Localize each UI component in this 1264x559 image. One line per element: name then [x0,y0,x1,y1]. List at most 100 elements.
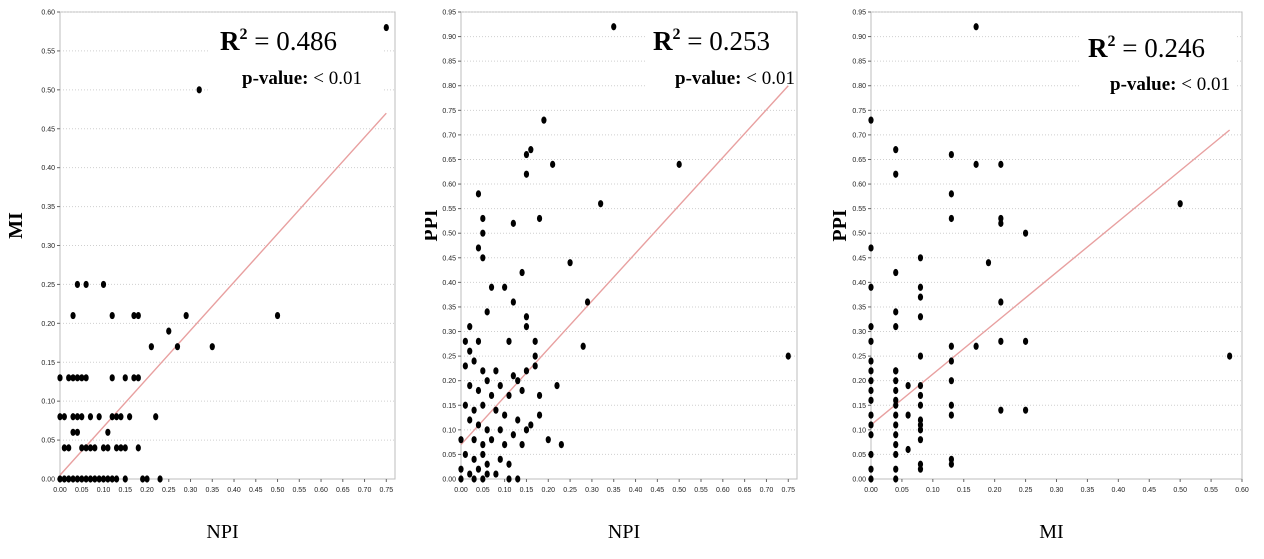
data-point [467,470,473,478]
data-point [166,327,172,335]
r-squared-value: = 0.486 [248,26,337,56]
data-point [484,426,490,434]
x-tick-label: 0.45 [249,487,263,494]
data-point [493,367,499,375]
data-point [471,436,477,444]
p-value-value: < 0.01 [309,68,362,89]
data-point [109,413,115,421]
data-point [70,374,76,382]
data-point [536,411,543,419]
data-point [127,413,133,421]
data-point [598,200,604,208]
x-tick-label: 0.60 [716,487,730,494]
data-point [868,377,874,385]
y-tick-label: 0.25 [852,354,866,361]
data-point [917,426,924,434]
trend-line [870,129,1231,426]
data-point [917,465,924,473]
data-point [523,367,530,375]
r-squared-superscript: 2 [1108,33,1116,50]
y-tick-label: 0.80 [442,83,456,90]
data-point [917,436,924,444]
y-tick-label: 0.35 [442,304,456,311]
data-point [917,382,924,390]
data-point [79,475,85,483]
data-point [57,374,63,382]
data-point [153,413,159,421]
data-point [554,382,560,390]
data-point [458,436,464,444]
data-point [893,431,899,439]
x-tick-label: 0.40 [227,487,241,494]
data-point [105,444,111,452]
data-point [917,283,924,291]
data-point [519,440,525,449]
x-tick-label: 0.55 [1204,487,1218,494]
p-value-annotation: p-value: < 0.01 [1110,74,1230,95]
data-point [536,391,543,400]
data-point [488,436,495,444]
data-point [105,475,111,483]
data-point [985,259,992,267]
data-point [868,396,874,404]
data-point [92,444,98,452]
data-point [584,298,591,306]
data-point [998,219,1004,227]
y-tick-label: 0.20 [41,321,55,328]
y-tick-label: 0.60 [442,182,456,189]
y-tick-label: 0.15 [852,403,866,410]
x-tick-label: 0.40 [1112,487,1126,494]
data-point [488,391,495,400]
data-point [519,386,525,395]
y-tick-label: 0.55 [852,206,866,213]
data-point [458,475,464,483]
data-point [480,401,486,409]
x-tick-label: 0.25 [1019,487,1033,494]
data-point [471,357,477,365]
y-tick-label: 0.15 [41,360,55,367]
data-point [893,268,899,277]
x-tick-label: 0.60 [1235,487,1249,494]
data-point [868,465,874,473]
y-tick-label: 0.90 [852,34,866,41]
x-tick-label: 0.05 [75,487,89,494]
x-tick-label: 0.45 [651,487,665,494]
data-point [893,475,899,483]
data-point [893,465,899,473]
data-point [973,23,979,31]
scatter-plot-npi-mi: 0.00 0.05 0.10 0.15 0.20 0.25 0.30 0.35 0.40 0.45… [5,10,396,543]
r-squared-superscript: 2 [240,26,248,43]
data-point [105,428,111,436]
data-point [917,391,924,400]
data-point [74,280,81,289]
chart-panel-npi-ppi: 0.00 0.05 0.10 0.15 0.20 0.25 0.30 0.35 0.40 0.45… [425,0,825,559]
x-tick-label: 0.55 [292,487,306,494]
data-point [70,311,76,320]
y-tick-label: 0.25 [442,354,456,361]
data-point [523,150,530,159]
data-point [79,444,85,452]
data-point [497,426,503,434]
p-value-label: p-value: [1110,74,1177,95]
data-point [948,214,954,223]
data-point [893,323,899,331]
y-tick-label: 0.90 [442,34,456,41]
x-axis-label: NPI [608,521,640,543]
data-point [484,470,490,478]
data-point [917,352,924,360]
chart-panel-npi-mi: 0.00 0.05 0.10 0.15 0.20 0.25 0.30 0.35 0.40 0.45… [0,0,415,559]
data-point [140,475,146,483]
data-point [948,460,954,468]
data-point [484,460,490,468]
data-point [70,475,76,483]
data-point [515,416,521,424]
r-squared-annotation: R2 = 0.246 [1088,33,1205,63]
y-tick-label: 0.50 [852,231,866,238]
data-point [580,342,586,350]
data-point [893,421,899,429]
data-point [506,391,512,400]
data-point [497,382,503,390]
data-point [57,413,63,421]
data-point [523,170,530,178]
data-point [948,190,954,198]
